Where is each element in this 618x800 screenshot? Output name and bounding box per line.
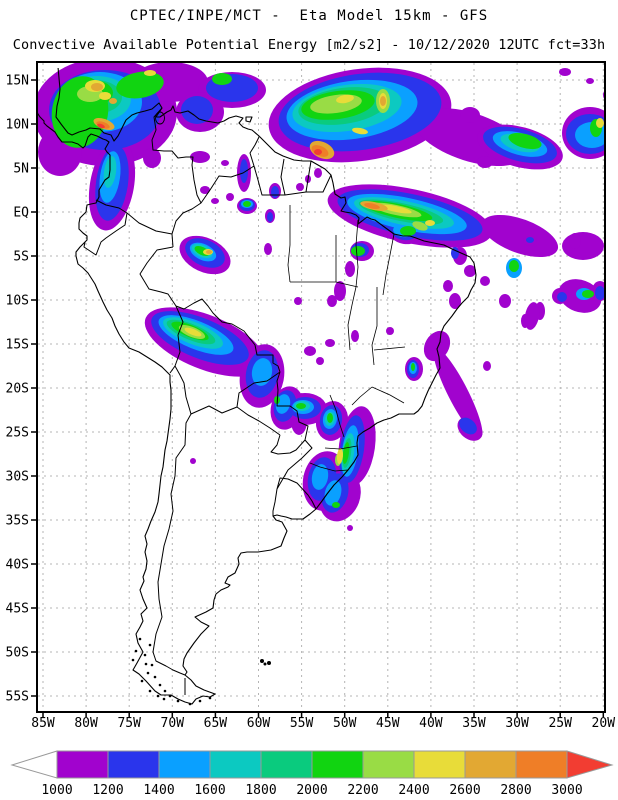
lat-label: 10S [6,294,29,309]
country-borders [83,107,332,695]
colorbar-tick-label: 2800 [500,783,531,798]
state-borders [287,205,406,472]
lon-label: 80W [74,716,98,731]
colorbar-tick-label: 2000 [296,783,327,798]
colorbar-cell [107,750,160,779]
lon-label: 75W [117,716,141,731]
lat-label: 15N [6,74,29,89]
colorbar-overflow-arrow [566,750,614,779]
lon-label: 45W [376,716,400,731]
colorbar-tick-label: 2600 [449,783,480,798]
colorbar-tick-label: 2400 [398,783,429,798]
colorbar-tick-label: 2200 [347,783,378,798]
colorbar-cell [362,750,415,779]
lat-label: 5N [13,162,29,177]
cape-level-3000 [97,123,322,155]
lake-maracaibo [155,111,165,125]
colorbar-cell [413,750,466,779]
axis-ticks [31,79,605,717]
colorbar-tick-label: 1200 [92,783,123,798]
lat-label: 45S [6,602,29,617]
colorbar-cell [515,750,568,779]
colorbar: 1000 1200 1400 1600 1800 2000 2200 2400 2600 2800… [10,750,614,798]
colorbar-cell [464,750,517,779]
colorbar-tick-label: 1000 [41,783,72,798]
page-title: CPTEC/INPE/MCT - Eta Model 15km - GFS [129,8,489,24]
lat-label: 50S [6,646,29,661]
lat-label: EQ [13,206,29,221]
latitude-axis: 15N 10N 5N EQ 5S 10S 15S 20S 25S 30S 35S 40S 45S 50S 5… [6,74,30,705]
colorbar-labels: 1000 1200 1400 1600 1800 2000 2200 2400 2600 2800… [41,783,582,798]
colorbar-cells [56,750,568,779]
lat-label: 55S [6,690,29,705]
lon-label: 55W [290,716,314,731]
colorbar-tick-label: 1800 [245,783,276,798]
colorbar-tick-label: 1400 [143,783,174,798]
map-frame [36,61,606,713]
lat-label: 15S [6,338,29,353]
lat-label: 20S [6,382,29,397]
cape-field [38,63,604,531]
colorbar-cell [56,750,109,779]
lon-label: 65W [204,716,228,731]
trinidad-island [245,116,253,123]
lat-label: 25S [6,426,29,441]
colorbar-tick-label: 1600 [194,783,225,798]
lon-label: 40W [419,716,443,731]
longitude-axis: 85W 80W 75W 70W 65W 60W 55W 50W 45W 40W 35W 30W 25W 2… [31,716,615,731]
lon-label: 25W [548,716,572,731]
lon-label: 35W [462,716,486,731]
lat-label: 30S [6,470,29,485]
colorbar-cell [311,750,364,779]
lon-label: 85W [31,716,55,731]
fjord-and-island-specks [131,637,271,706]
page-subtitle: Convective Available Potential Energy [m… [12,37,606,53]
lat-label: 5S [13,250,29,265]
colorbar-underflow-arrow [10,750,58,779]
colorbar-cell [260,750,313,779]
lon-label: 60W [247,716,271,731]
colorbar-cell [158,750,211,779]
colorbar-tick-label: 3000 [551,783,582,798]
lon-label: 20W [592,716,616,731]
lon-label: 70W [161,716,185,731]
colorbar-cell [209,750,262,779]
geography [38,68,477,706]
lat-label: 35S [6,514,29,529]
lon-label: 50W [333,716,357,731]
lat-label: 10N [6,118,29,133]
lat-label: 40S [6,558,29,573]
lon-label: 30W [505,716,529,731]
lat-lon-grid [38,63,604,711]
coastline [38,68,477,705]
